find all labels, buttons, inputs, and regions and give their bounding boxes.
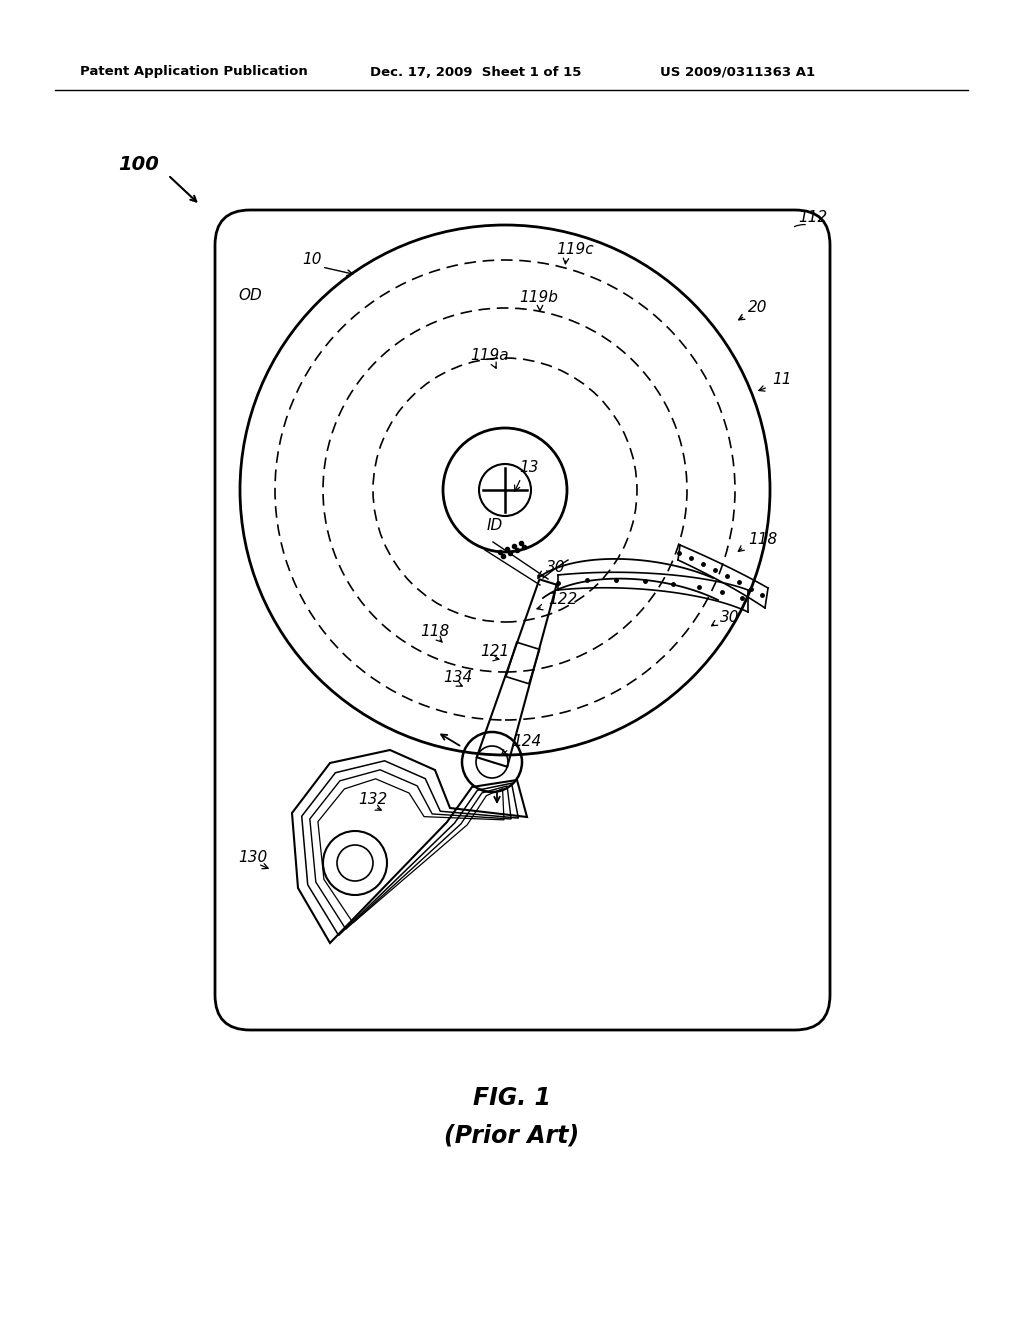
Text: (Prior Art): (Prior Art) (444, 1123, 580, 1147)
Text: 134: 134 (443, 671, 472, 685)
Text: US 2009/0311363 A1: US 2009/0311363 A1 (660, 66, 815, 78)
Text: ID: ID (487, 517, 503, 532)
Text: 124: 124 (512, 734, 542, 750)
Text: 13: 13 (519, 461, 539, 475)
Text: 112: 112 (798, 210, 827, 226)
Text: 119c: 119c (556, 243, 594, 257)
Text: 119a: 119a (470, 348, 509, 363)
Text: 130: 130 (238, 850, 267, 866)
Text: 20: 20 (748, 301, 768, 315)
Text: 30: 30 (720, 610, 739, 626)
Text: 122: 122 (548, 593, 578, 607)
Text: 11: 11 (772, 372, 792, 388)
Text: 118: 118 (420, 624, 450, 639)
Text: 119b: 119b (519, 290, 558, 305)
Text: 121: 121 (480, 644, 509, 660)
Text: 132: 132 (358, 792, 387, 808)
FancyBboxPatch shape (215, 210, 830, 1030)
Text: 100: 100 (118, 156, 159, 174)
Text: 30: 30 (546, 561, 565, 576)
Text: OD: OD (238, 288, 262, 302)
Text: 118: 118 (748, 532, 777, 548)
Text: Dec. 17, 2009  Sheet 1 of 15: Dec. 17, 2009 Sheet 1 of 15 (370, 66, 582, 78)
Text: FIG. 1: FIG. 1 (473, 1086, 551, 1110)
Text: 10: 10 (302, 252, 322, 268)
Text: Patent Application Publication: Patent Application Publication (80, 66, 308, 78)
